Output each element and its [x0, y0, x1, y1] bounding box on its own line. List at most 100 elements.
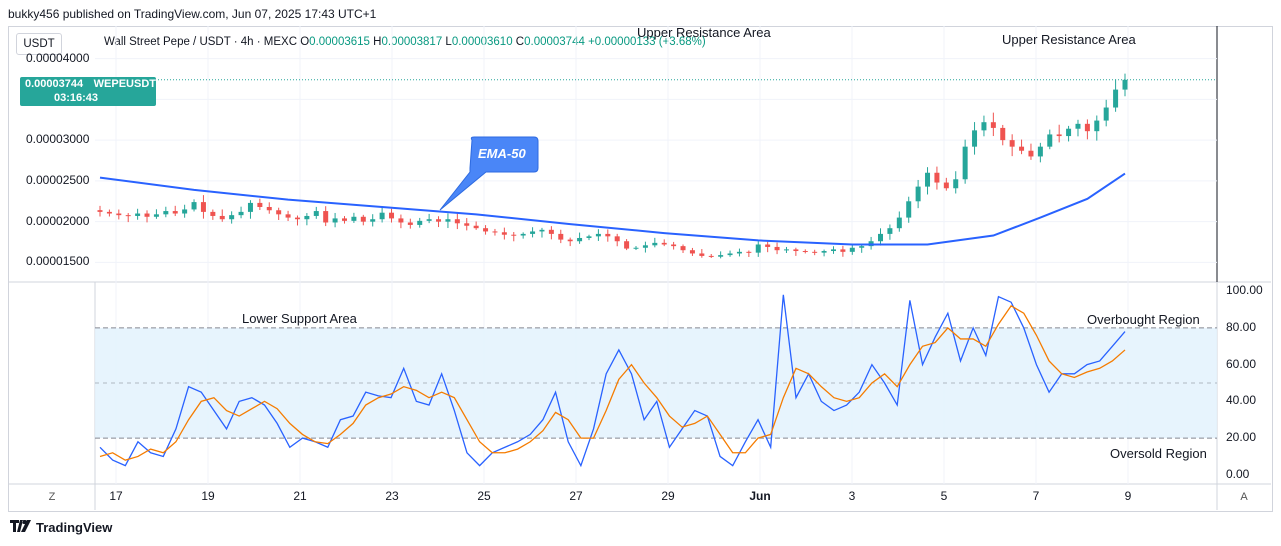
candle-body	[219, 215, 225, 220]
candle-body	[624, 241, 630, 249]
candle-body	[360, 216, 366, 222]
candle-body	[135, 213, 141, 216]
currency-label[interactable]: USDT	[16, 33, 62, 55]
candle-body	[464, 223, 470, 226]
candle-body	[558, 233, 564, 240]
oscillator-tick-label: 40.00	[1226, 393, 1257, 408]
candle-body	[708, 255, 714, 257]
candle-body	[238, 211, 244, 216]
candle-body	[191, 202, 197, 210]
candle-body	[323, 211, 329, 223]
candle-body	[1009, 140, 1015, 147]
candle-body	[276, 210, 282, 215]
candle-body	[972, 130, 978, 147]
candle-body	[736, 251, 742, 254]
candle-body	[830, 249, 836, 252]
candle-body	[294, 217, 300, 220]
time-tick-label: 9	[1124, 489, 1132, 503]
candle-body	[577, 237, 583, 242]
price-tick-label: 0.00003000	[26, 132, 90, 147]
candle-body	[436, 219, 442, 222]
candle-body	[1084, 123, 1090, 132]
candle-body	[661, 242, 667, 245]
candle-body	[351, 216, 357, 221]
candle-body	[746, 251, 752, 253]
change-value: +0.00000133 (+3.68%)	[588, 36, 706, 48]
time-tick-label: 17	[109, 489, 123, 503]
candle-body	[840, 249, 846, 252]
candle-body	[595, 233, 601, 237]
candle-body	[896, 217, 902, 229]
oscillator-tick-label: 80.00	[1226, 319, 1257, 334]
candle-body	[1113, 89, 1119, 108]
candle-body	[229, 215, 235, 220]
candle-body	[511, 234, 517, 236]
symbol-info[interactable]: Wall Street Pepe / USDT · 4h · MEXC	[104, 36, 298, 48]
candle-body	[379, 212, 385, 220]
candle-body	[247, 202, 253, 212]
candle-body	[1037, 146, 1043, 157]
candle-body	[925, 172, 931, 187]
candle-body	[153, 214, 159, 217]
candle-body	[473, 225, 479, 229]
candle-body	[426, 219, 432, 221]
candle-body	[1103, 107, 1109, 121]
candle-body	[755, 244, 761, 253]
open-value: 0.00003615	[309, 36, 370, 48]
time-tick-label: 7	[1032, 489, 1040, 503]
candle-body	[821, 251, 827, 253]
ema-callout	[439, 136, 539, 211]
candle-body	[341, 218, 347, 221]
candle-body	[671, 244, 677, 247]
candle-body	[718, 255, 724, 257]
candle-body	[172, 211, 178, 214]
candle-body	[257, 202, 263, 207]
candle-body	[285, 214, 291, 218]
time-tick-label: 21	[293, 489, 307, 503]
candle-body	[210, 211, 216, 216]
current-price: 0.00003744	[25, 78, 84, 90]
candle-body	[492, 231, 498, 233]
stochastic-d-line	[99, 305, 1126, 461]
candle-body	[962, 146, 968, 180]
close-value: 0.00003744	[524, 36, 585, 48]
candle-body	[116, 213, 122, 216]
candle-body	[483, 228, 489, 232]
price-tick-label: 0.00004000	[26, 50, 90, 65]
candle-body	[793, 249, 799, 252]
candle-body	[878, 233, 884, 242]
candle-body	[642, 245, 648, 248]
candle-body	[586, 236, 592, 238]
candle-body	[614, 236, 620, 242]
candle-body	[990, 122, 996, 128]
candle-body	[530, 231, 536, 234]
candle-body	[106, 211, 112, 214]
tradingview-logo-icon	[10, 520, 32, 535]
candle-body	[812, 251, 818, 253]
ticker-label: WEPEUSDT	[93, 78, 156, 90]
candle-body	[313, 211, 319, 216]
price-tick-label: 0.00002000	[26, 213, 90, 228]
overbought-label: Overbought Region	[1087, 312, 1200, 327]
candle-body	[567, 239, 573, 242]
publisher-header: bukky456 published on TradingView.com, J…	[8, 7, 377, 21]
candle-body	[454, 219, 460, 224]
zoom-button[interactable]: Z	[48, 491, 56, 503]
tradingview-logo-text: TradingView	[36, 520, 113, 535]
candle-body	[783, 249, 789, 251]
high-value: 0.00003817	[381, 36, 443, 48]
candle-body	[1075, 123, 1081, 129]
oscillator-tick-label: 100.00	[1226, 283, 1263, 298]
lower-support-label: Lower Support Area	[242, 311, 357, 326]
candle-body	[906, 201, 912, 218]
candle-body	[981, 122, 987, 131]
price-tick-label: 0.00001500	[26, 254, 90, 269]
time-tick-label: 19	[201, 489, 215, 503]
candle-body	[652, 242, 658, 246]
candle-body	[605, 233, 611, 237]
candle-body	[680, 246, 686, 251]
candle-body	[182, 209, 188, 214]
auto-scale-button[interactable]: A	[1240, 491, 1248, 503]
candle-body	[774, 246, 780, 251]
